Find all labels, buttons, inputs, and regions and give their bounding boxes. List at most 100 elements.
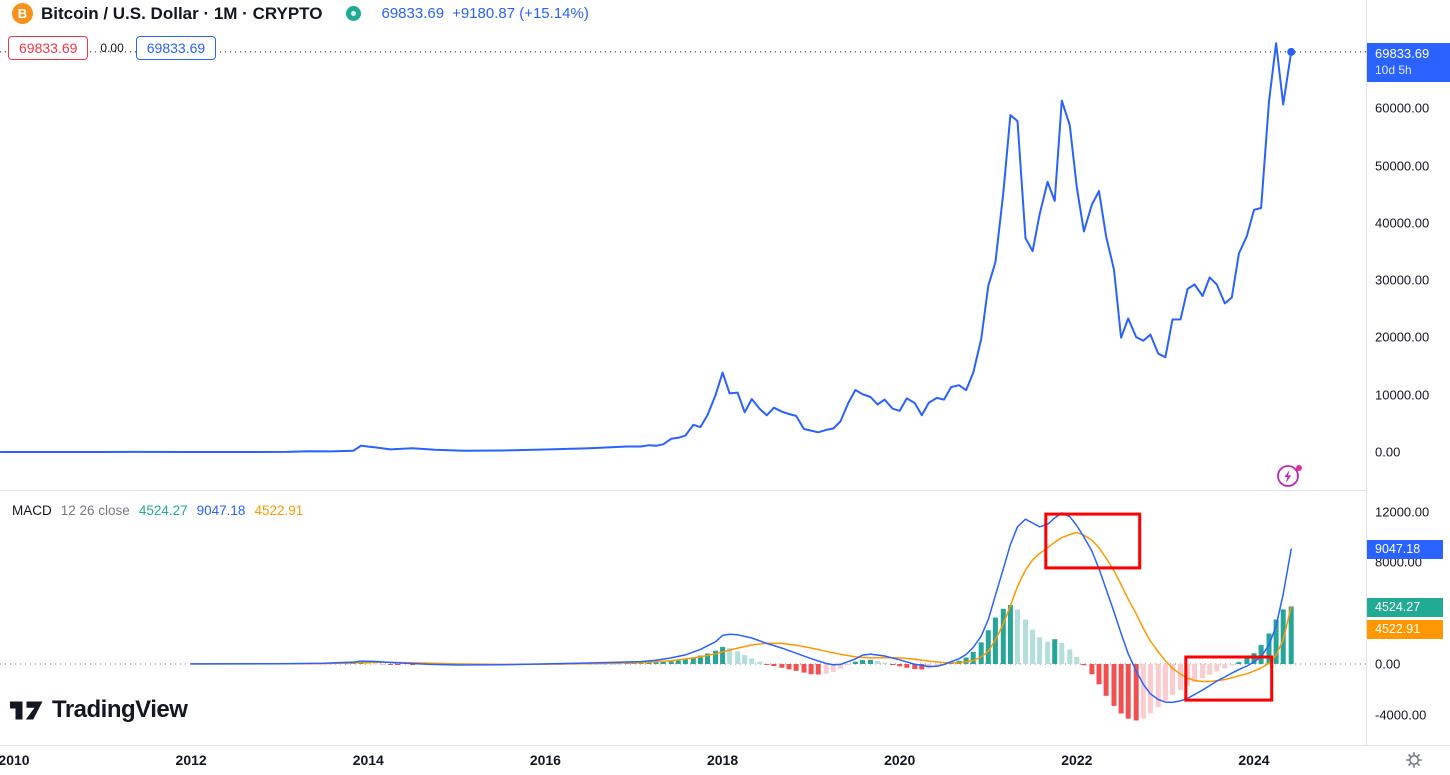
price-scale[interactable]: 0.00 10000.00 20000.00 30000.00 40000.00 5000…	[1366, 0, 1450, 745]
macd-histogram-bar	[749, 658, 755, 664]
macd-histogram-bar	[882, 662, 888, 664]
time-scale[interactable]: 2010 2012 2014 2016 2018 2020 2022 2024	[0, 745, 1450, 775]
macd-line-value: 9047.18	[196, 503, 246, 518]
market-status-icon	[346, 6, 362, 21]
macd-histogram-bar	[1125, 664, 1131, 719]
last-price-dot	[1287, 47, 1296, 56]
macd-histogram-bar	[697, 655, 703, 664]
macd-histogram-bar	[668, 661, 674, 664]
macd-histogram-bar	[1000, 608, 1006, 664]
macd-histogram-bar	[1288, 606, 1294, 664]
macd-histogram-bar	[1185, 664, 1191, 686]
macd-histogram-bar	[963, 657, 969, 664]
quote: 69833.69 +9180.87 (+15.14%)	[381, 5, 588, 22]
macd-histogram-bar	[1140, 664, 1146, 719]
macd-histogram-bar	[387, 664, 393, 665]
macd-histogram-bar	[1214, 664, 1220, 672]
time-axis-label: 2018	[706, 752, 739, 768]
macd-histogram-bar	[1170, 664, 1175, 696]
time-axis-label: 2010	[0, 752, 30, 768]
magic-icon[interactable]	[1276, 461, 1304, 489]
macd-histogram-bar	[970, 651, 976, 664]
price-axis-label: 50000.00	[1375, 158, 1430, 173]
current-price-badge-value: 69833.69	[1375, 46, 1430, 61]
macd-histogram-bar	[860, 660, 865, 664]
macd-histogram-bar	[1015, 609, 1020, 664]
macd-histogram-bar	[1207, 664, 1213, 675]
macd-histogram-bar	[978, 642, 984, 664]
symbol-header: B Bitcoin / U.S. Dollar · 1M · CRYPTO 69…	[12, 3, 589, 24]
macd-histogram-bar	[705, 653, 710, 664]
price-change: +9180.87 (+15.14%)	[452, 5, 589, 22]
macd-histogram-bar	[1266, 633, 1272, 664]
indicator-legend: MACD 12 26 close 4524.27 9047.18 4522.91	[12, 503, 303, 518]
macd-histogram-bar	[1045, 641, 1051, 664]
macd-histogram-bar	[1059, 643, 1065, 664]
macd-histogram-bar	[372, 663, 378, 665]
macd-histogram-bar	[1007, 604, 1013, 664]
time-axis-label: 2020	[884, 752, 916, 768]
macd-histogram-bar	[808, 664, 814, 675]
tradingview-logo-text: TradingView	[52, 696, 188, 723]
settings-gear-icon[interactable]	[1404, 750, 1424, 770]
last-price: 69833.69	[381, 5, 445, 22]
price-line-label-red[interactable]: 69833.69	[8, 36, 89, 60]
hist-value-badge: 4524.27	[1367, 598, 1443, 617]
macd-histogram-bar	[727, 648, 733, 664]
price-line-label-blue[interactable]: 69833.69	[135, 36, 217, 60]
macd-histogram-bar	[1089, 664, 1095, 675]
highlight-box	[1044, 512, 1142, 570]
macd-histogram-bar	[852, 661, 858, 664]
macd-histogram-bar	[771, 664, 777, 666]
macd-axis-label: -4000.00	[1375, 707, 1427, 723]
macd-histogram-bar	[410, 664, 416, 665]
macd-histogram-bar	[735, 651, 741, 664]
price-axis-label: 10000.00	[1375, 387, 1430, 403]
macd-axis-label: 0.00	[1375, 656, 1401, 672]
highlight-box	[1184, 655, 1274, 702]
price-axis-label: 20000.00	[1375, 329, 1430, 345]
macd-histogram-bar	[904, 664, 910, 668]
macd-histogram-bar	[365, 662, 371, 664]
macd-histogram-bar	[912, 664, 918, 670]
macd-histogram-bar	[1251, 653, 1257, 664]
macd-histogram-bar	[1133, 664, 1139, 721]
macd-histogram-bar	[875, 661, 881, 664]
macd-histogram-bar	[742, 655, 748, 664]
macd-histogram-bar	[868, 659, 873, 664]
macd-histogram-bar	[830, 664, 836, 672]
macd-histogram-bar	[1052, 639, 1058, 664]
tradingview-logo-mark	[10, 701, 43, 719]
time-axis-label: 2012	[175, 752, 207, 768]
price-line-labels: 69833.69 0.00 69833.69	[8, 36, 217, 60]
macd-histogram-bar	[764, 664, 770, 665]
macd-histogram-bar	[985, 630, 991, 664]
macd-histogram-bar	[837, 664, 843, 669]
macd-histogram-bar	[1200, 664, 1206, 678]
current-price-badge: 69833.69 10d 5h	[1367, 43, 1450, 82]
tradingview-logo[interactable]: TradingView	[10, 696, 188, 724]
macd-histogram-bar	[660, 661, 666, 664]
macd-histogram-bar	[1229, 664, 1235, 666]
macd-histogram-bar	[1273, 619, 1279, 664]
pane-separator[interactable]	[0, 490, 1366, 491]
macd-histogram-bar	[1147, 664, 1153, 714]
macd-histogram-bar	[786, 664, 792, 670]
macd-histogram-bar	[1178, 664, 1183, 690]
macd-histogram-bar	[675, 660, 681, 664]
macd-histogram-bar	[1244, 658, 1250, 664]
symbol-title[interactable]: Bitcoin / U.S. Dollar · 1M · CRYPTO	[41, 3, 323, 23]
macd-histogram-bar	[845, 664, 851, 665]
macd-histogram-bar	[1037, 637, 1043, 664]
macd-histogram-bar	[690, 657, 696, 664]
price-line-series	[0, 42, 1293, 453]
indicator-title[interactable]: MACD	[12, 503, 52, 518]
bar-close-countdown: 10d 5h	[1375, 63, 1412, 77]
macd-histogram-bar	[823, 664, 829, 674]
time-axis-label: 2014	[352, 752, 384, 768]
macd-histogram-bar	[934, 664, 940, 667]
macd-histogram-bar	[1023, 619, 1028, 664]
time-axis-label: 2022	[1061, 752, 1093, 768]
price-axis-label: 60000.00	[1375, 100, 1430, 116]
